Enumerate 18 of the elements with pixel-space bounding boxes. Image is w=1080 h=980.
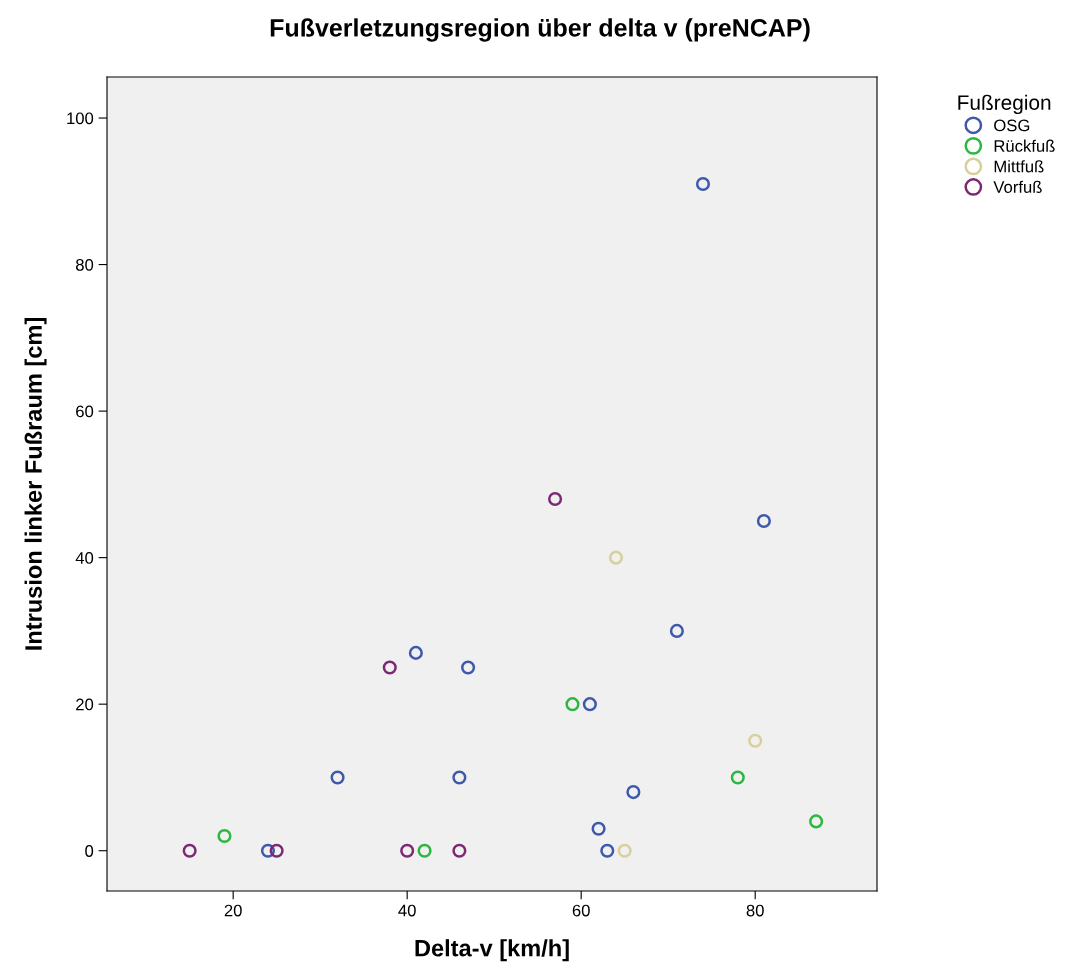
legend-title: Fußregion [958,94,1051,115]
y-tick-label: 100 [67,112,94,125]
y-tick-label: 20 [76,698,94,711]
y-tick-label: 80 [75,258,94,271]
legend-label: OSG [994,119,1030,132]
x-axis-title: Delta-v [km/h] [415,939,569,962]
x-tick-label: 80 [746,904,764,917]
y-tick-label: 40 [75,552,94,564]
x-tick-label: 40 [398,904,416,917]
x-tick-label: 20 [224,904,242,917]
x-tick-label: 60 [572,904,590,917]
legend-label: Vorfuß [993,180,1042,193]
y-axis-title: Intrusion linker Fußraum [cm] [24,318,47,650]
y-tick-label: 0 [85,845,94,857]
y-tick-label: 60 [76,405,94,418]
chart-title: Fußverletzungsregion über delta v (preNCAP) [270,18,810,42]
legend-label: Mittfuß [994,160,1044,173]
legend-label: Rückfuß [994,139,1055,152]
